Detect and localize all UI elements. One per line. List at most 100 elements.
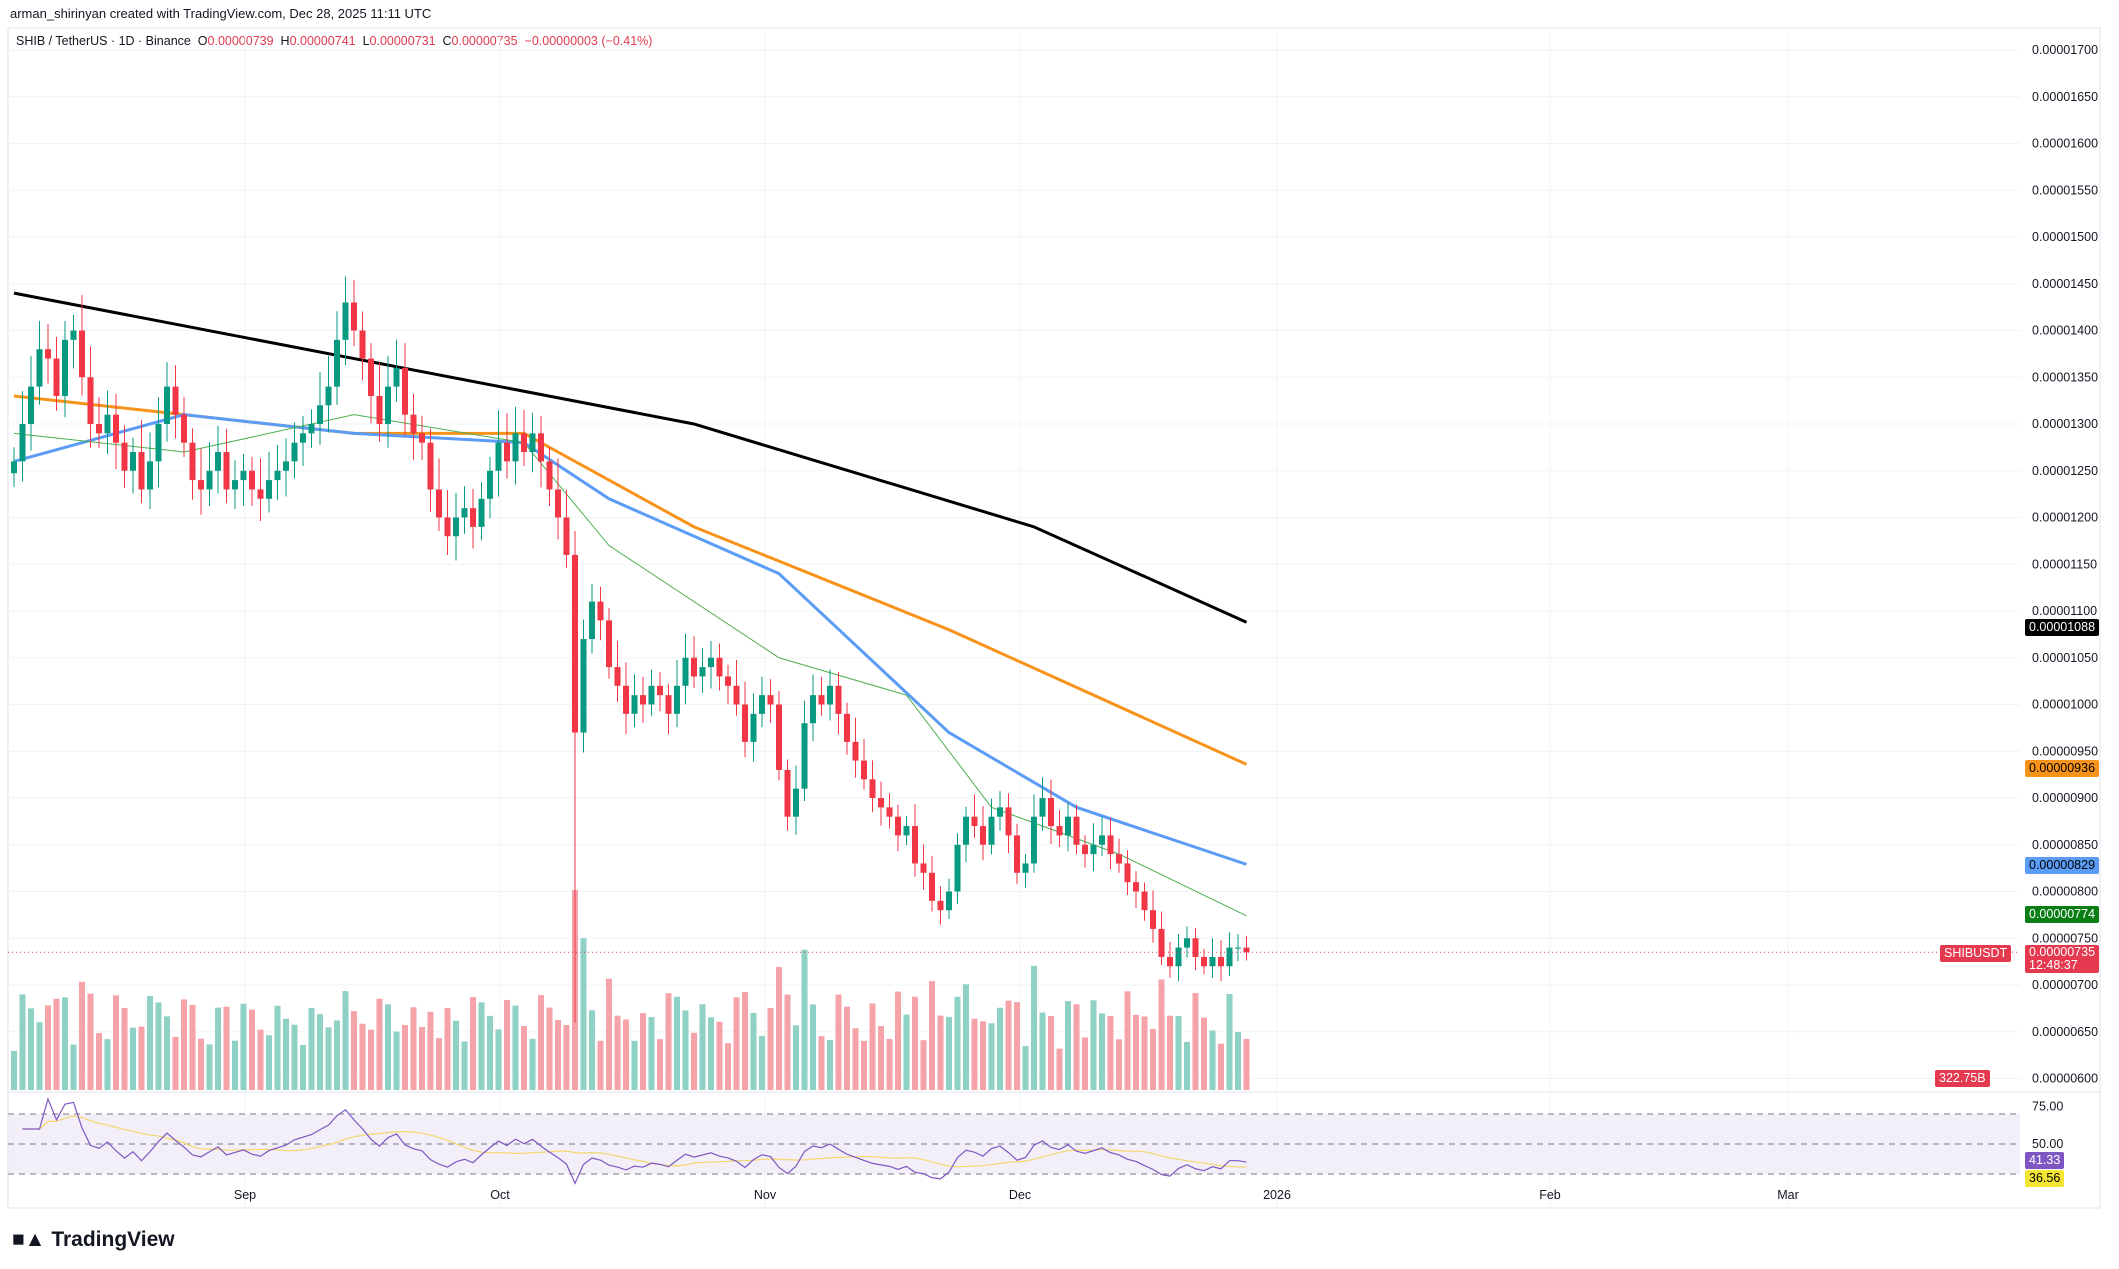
volume-bar (869, 1003, 876, 1090)
candle-body (274, 470, 281, 481)
volume-bar (861, 1040, 867, 1090)
volume-bar (240, 1003, 247, 1090)
candle-body (1133, 882, 1139, 892)
volume-bar (546, 1007, 553, 1090)
candle-body (1116, 854, 1122, 864)
candle-body (1124, 863, 1131, 883)
volume-bar (954, 996, 961, 1090)
candle-body (988, 816, 995, 845)
rsi-line (22, 1097, 1247, 1185)
volume-bar (495, 1029, 502, 1090)
volume-bar (198, 1038, 204, 1090)
candle-body (504, 442, 510, 462)
candle-body (716, 657, 723, 677)
volume-bar (1124, 991, 1131, 1090)
volume-bar (1005, 1000, 1012, 1090)
volume-bar (274, 1005, 281, 1090)
volume-bar (181, 999, 187, 1090)
candle-body (410, 414, 417, 434)
volume-bar (291, 1024, 298, 1090)
candle-body (963, 816, 969, 845)
volume-bar (257, 1029, 264, 1090)
volume-bar (759, 1035, 765, 1090)
volume-bar (1031, 965, 1037, 1090)
candle-body (563, 517, 570, 555)
candle-body (223, 452, 230, 490)
volume-bar (368, 1029, 374, 1090)
candle-body (1192, 938, 1199, 957)
candle-body (1209, 956, 1216, 967)
candle-body (96, 424, 102, 434)
candle-body (257, 489, 264, 499)
volume-bar (1226, 994, 1233, 1090)
candle-body (674, 685, 680, 714)
candle-body (1243, 947, 1250, 953)
candle-body (801, 723, 808, 789)
close-label: C (442, 34, 452, 48)
candle-body (385, 386, 391, 424)
volume-bar (512, 1005, 519, 1090)
candle-body (461, 508, 468, 518)
candle-body (657, 685, 663, 696)
ma-blue-tag: 0.00000829 (2025, 857, 2100, 874)
candle-body (665, 695, 672, 714)
volume-bar (1022, 1046, 1029, 1090)
volume-bar (283, 1018, 289, 1090)
volume-bar (699, 1004, 706, 1090)
candle-body (393, 367, 400, 387)
volume-bar (1039, 1012, 1046, 1090)
volume-bar (1107, 1016, 1114, 1090)
rsi-tag: 41.33 (2025, 1152, 2065, 1169)
volume-bar (1133, 1014, 1139, 1090)
volume-bar (164, 1016, 170, 1090)
close-value: 0.00000735 (451, 34, 518, 48)
volume-bar (1167, 1015, 1173, 1090)
volume-bar (810, 1004, 816, 1090)
y-tick-label: 0.00000950 (2032, 744, 2098, 758)
logo-text: TradingView (51, 1228, 175, 1251)
volume-bar (1184, 1041, 1190, 1090)
candle-body (87, 377, 94, 424)
volume-bar (376, 998, 383, 1090)
candle-body (980, 826, 986, 845)
volume-bar (886, 1038, 893, 1090)
candle-body (852, 741, 859, 761)
volume-bar (725, 1043, 731, 1090)
rsi-ma-tag: 36.56 (2025, 1170, 2065, 1187)
tradingview-logo[interactable]: ■▲ TradingView (12, 1228, 175, 1252)
y-tick-label: 0.00000650 (2032, 1025, 2098, 1039)
candle-body (28, 386, 34, 424)
countdown: 12:48:37 (2029, 958, 2078, 972)
volume-bar (988, 1023, 995, 1090)
volume-bar (980, 1021, 986, 1090)
candle-body (733, 685, 740, 705)
volume-bar (1235, 1032, 1241, 1090)
candle-body (1056, 826, 1063, 836)
volume-bar (444, 1008, 451, 1090)
volume-bar (36, 1022, 43, 1090)
volume-bar (920, 1040, 927, 1090)
candle-body (368, 358, 374, 396)
volume-bar (359, 1023, 366, 1090)
volume-bar (818, 1036, 825, 1090)
volume-bar (70, 1044, 77, 1090)
candle-body (300, 433, 306, 443)
symbol-tag: SHIBUSDT (1940, 945, 2012, 962)
symbol-name[interactable]: SHIB / TetherUS · 1D · Binance (16, 34, 191, 48)
volume-bar (96, 1033, 102, 1090)
candle-body (1090, 844, 1097, 855)
volume-bar (19, 994, 26, 1090)
volume-bar (852, 1028, 859, 1090)
volume-bar (87, 993, 94, 1090)
x-tick-label: Mar (1777, 1188, 1799, 1202)
candle-body (113, 414, 119, 443)
volume-bar (589, 1010, 595, 1090)
candle-body (606, 620, 612, 668)
candle-body (861, 760, 867, 780)
candle-body (79, 330, 85, 378)
candle-body (1048, 798, 1054, 827)
ma-black-tag: 0.00001088 (2025, 619, 2100, 636)
volume-bar (147, 996, 153, 1090)
volume-bar (750, 1012, 757, 1090)
